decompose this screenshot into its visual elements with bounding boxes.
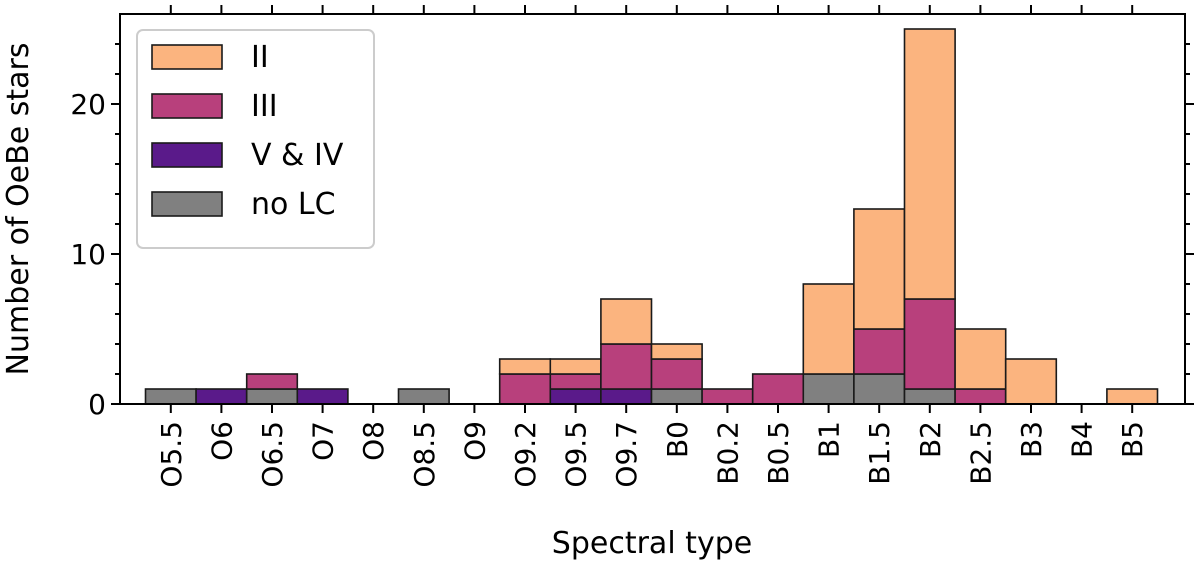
x-tick-label-b0-5: B0.5 (762, 421, 795, 485)
bar-o9-2-ii (498, 358, 552, 375)
bar-b2-no-lc (903, 388, 956, 405)
x-tick-label-b5: B5 (1116, 421, 1149, 458)
x-axis-label: Spectral type (552, 526, 752, 561)
bar-o9-5-ii (549, 358, 602, 375)
legend-label-v-iv: V & IV (251, 138, 344, 173)
bar-b1-ii (802, 283, 855, 375)
x-tick-label-o9-2: O9.2 (509, 421, 542, 488)
bar-o6-5-iii (245, 373, 299, 390)
x-tick-label-o8: O8 (357, 421, 390, 461)
x-tick-label-b1-5: B1.5 (863, 421, 896, 485)
bar-o6-v-iv (195, 388, 248, 405)
bar-o9-7-iii (600, 343, 653, 390)
x-tick-label-b3: B3 (1015, 421, 1048, 458)
legend-label-iii: III (251, 89, 278, 124)
bar-b1-5-iii (853, 328, 906, 375)
bar-b0-2-iii (701, 388, 754, 405)
plot-frame (119, 13, 1186, 405)
legend-swatch-v-iv (151, 142, 223, 168)
bar-b1-no-lc (802, 373, 855, 405)
x-tick-label-o6-5: O6.5 (256, 421, 289, 488)
bar-b1-5-ii (853, 208, 906, 330)
bar-o9-2-iii (498, 373, 552, 405)
x-tick-label-o9: O9 (458, 421, 491, 461)
bar-o9-7-v-iv (600, 388, 653, 405)
legend-swatch-iii (151, 93, 223, 119)
x-tick-label-o7: O7 (307, 421, 340, 461)
bar-o6-5-no-lc (245, 388, 299, 405)
bar-b2-iii (903, 298, 956, 390)
x-tick-label-b1: B1 (813, 421, 846, 458)
y-tick-label-20: 20 (70, 88, 106, 121)
bar-b0-ii (650, 343, 703, 360)
x-tick-label-o9-7: O9.7 (610, 421, 643, 488)
x-tick-label-b4: B4 (1066, 421, 1099, 458)
x-tick-label-b2-5: B2.5 (964, 421, 997, 485)
x-tick-label-o9-5: O9.5 (560, 421, 593, 488)
bar-b5-ii (1106, 388, 1159, 405)
legend-swatch-no-lc (151, 191, 223, 217)
bar-b2-ii (903, 28, 956, 300)
x-tick-label-b0-2: B0.2 (711, 421, 744, 485)
y-tick-labels: 0 10 20 (70, 88, 106, 421)
bar-b3-ii (1004, 358, 1058, 405)
bar-b2-5-ii (954, 328, 1007, 390)
bar-o8-5-no-lc (397, 388, 450, 405)
x-tick-label-o8-5: O8.5 (408, 421, 441, 488)
bar-o7-v-iv (296, 388, 349, 405)
x-tick-label-o6: O6 (205, 421, 238, 461)
bar-b1-5-no-lc (853, 373, 906, 405)
y-axis-label: Number of OeBe stars (1, 43, 36, 376)
x-tick-labels: O5.5 O6 O6.5 O7 O8 O8.5 O9 O9.2 O9.5 O9.7 B0 B0.2 B0… (155, 421, 1149, 488)
legend-label-no-lc: no LC (251, 187, 336, 222)
bar-b2-5-iii (954, 388, 1007, 405)
x-tick-label-b0: B0 (661, 421, 694, 458)
legend-label-ii: II (251, 40, 269, 75)
bar-o9-5-v-iv (549, 388, 602, 405)
bar-o9-7-ii (600, 298, 653, 345)
bar-o9-5-iii (549, 373, 602, 390)
bar-b0-no-lc (650, 388, 703, 405)
x-tick-label-b2: B2 (914, 421, 947, 458)
y-tick-label-0: 0 (88, 388, 106, 421)
bar-o5-5-no-lc (144, 388, 197, 405)
legend-swatch-ii (151, 44, 223, 70)
y-tick-label-10: 10 (70, 238, 106, 271)
x-tick-label-o5-5: O5.5 (155, 421, 188, 488)
bar-b0-iii (650, 358, 703, 390)
bars-layer (144, 28, 1159, 405)
bar-b0-5-iii (751, 373, 805, 405)
